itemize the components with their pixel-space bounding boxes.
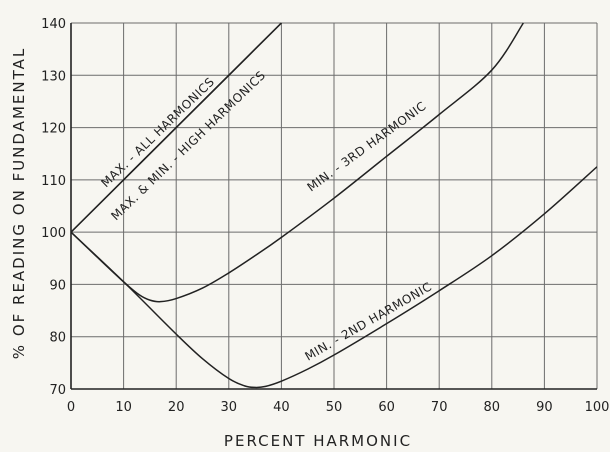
y-tick-label: 140 xyxy=(41,17,66,32)
x-axis-label: PERCENT HARMONIC xyxy=(224,432,412,450)
series-line-4 xyxy=(71,166,597,389)
x-tick-label: 10 xyxy=(115,400,132,415)
label-min-2nd-harmonic: MIN. - 2ND HARMONIC xyxy=(303,279,435,363)
axes xyxy=(70,23,597,390)
x-tick-label: 30 xyxy=(221,400,238,415)
x-tick-label: 100 xyxy=(585,400,610,415)
y-axis-label: % OF READING ON FUNDAMENTAL xyxy=(10,47,28,359)
x-tick-label: 20 xyxy=(168,400,185,415)
x-tick-label: 60 xyxy=(378,400,395,415)
y-tick-label: 130 xyxy=(41,69,66,84)
x-tick-label: 80 xyxy=(484,400,501,415)
y-tick-label: 80 xyxy=(49,331,66,346)
grid xyxy=(71,22,598,389)
x-tick-label: 0 xyxy=(67,400,75,415)
series-lines xyxy=(71,22,597,389)
x-tick-label: 50 xyxy=(326,400,343,415)
y-tick-label: 110 xyxy=(41,174,66,189)
y-tick-label: 100 xyxy=(41,226,66,241)
y-tick-label: 70 xyxy=(49,383,66,398)
x-tick-label: 70 xyxy=(431,400,448,415)
label-max-min-high-harmonics: MAX. & MIN. - HIGH HARMONICS xyxy=(108,68,268,223)
y-tick-labels: 70 80 90 100 110 120 130 140 xyxy=(41,17,66,398)
x-tick-label: 40 xyxy=(273,400,290,415)
x-tick-label: 90 xyxy=(536,400,553,415)
y-tick-label: 90 xyxy=(49,278,66,293)
series-line-2 xyxy=(71,22,282,233)
y-tick-label: 120 xyxy=(41,122,66,137)
series-line-3 xyxy=(71,22,524,303)
x-tick-labels: 0 10 20 30 40 50 60 70 80 90 100 xyxy=(67,400,610,415)
